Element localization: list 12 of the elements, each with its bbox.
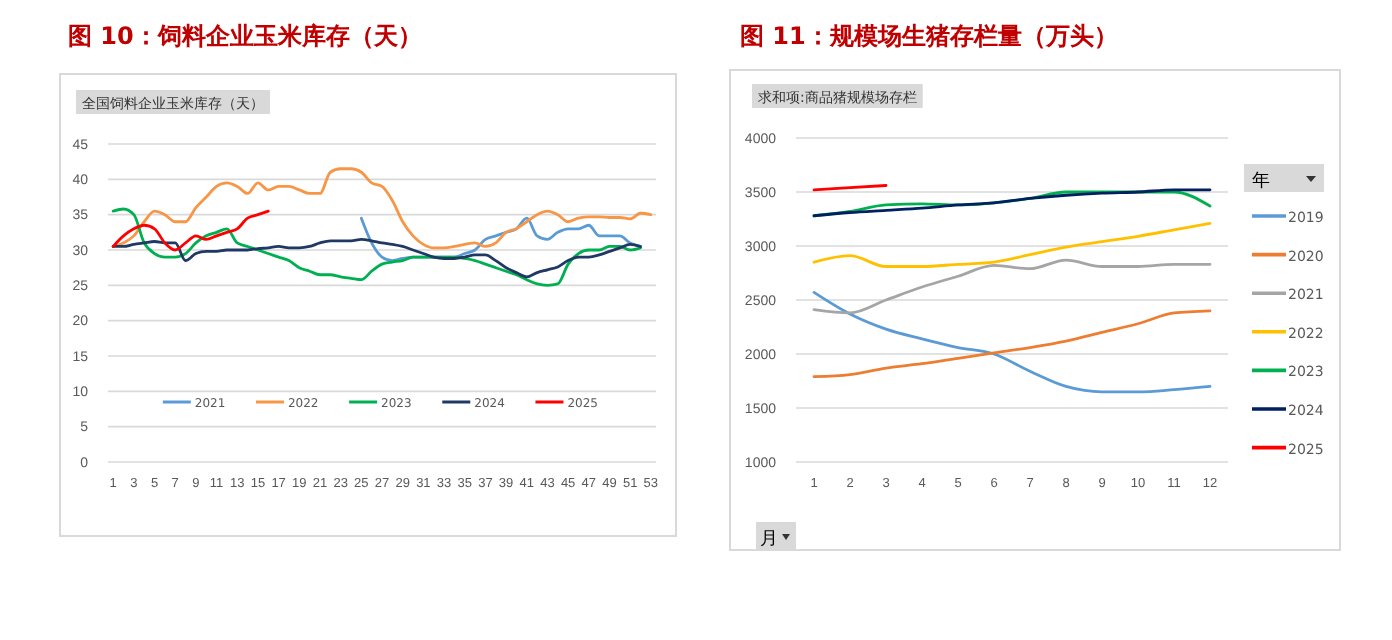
legend-title: 年	[1252, 170, 1270, 192]
line-series	[812, 291, 1212, 394]
x-axis-title: 月	[760, 530, 778, 550]
chart-title: 图 11：规模场生猪存栏量（万头）	[740, 22, 1118, 50]
line-series	[111, 209, 270, 252]
line-series	[812, 258, 1212, 315]
line-series	[812, 221, 1212, 268]
line-series	[111, 238, 642, 279]
line-series	[812, 309, 1212, 379]
line-series	[111, 207, 642, 287]
line-series	[111, 167, 653, 250]
chart-title: 图 10：饲料企业玉米库存（天）	[68, 22, 422, 50]
